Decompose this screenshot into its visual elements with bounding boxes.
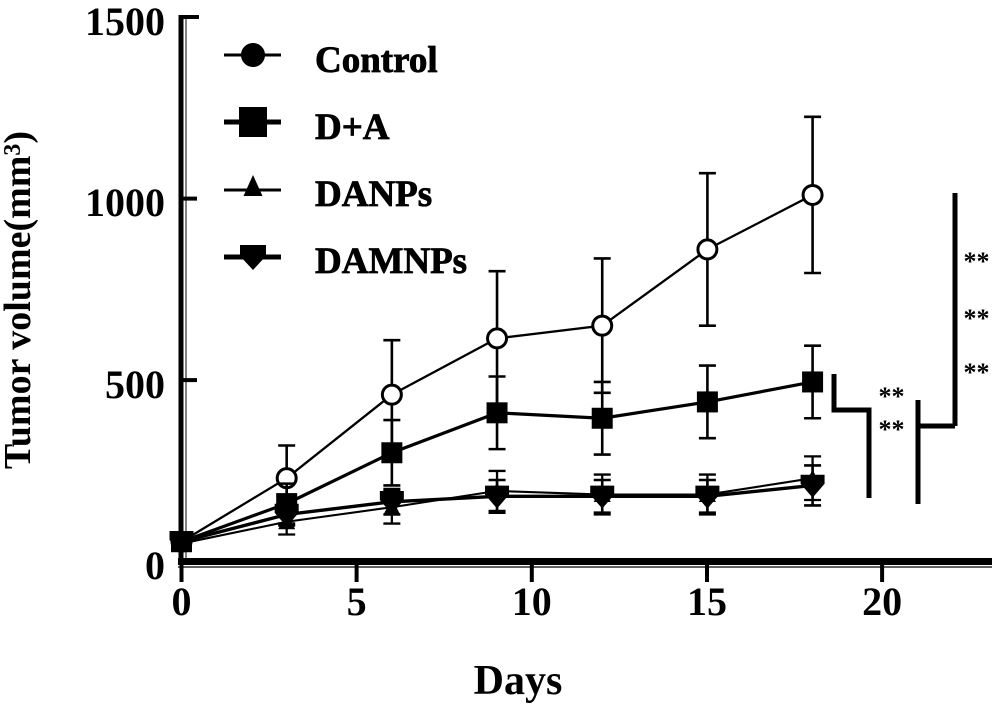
svg-text:*: * — [879, 415, 892, 444]
svg-text:Tumor volume(mm3): Tumor volume(mm3) — [0, 131, 39, 469]
svg-text:*: * — [977, 304, 990, 333]
svg-text:DANPs: DANPs — [315, 174, 432, 215]
svg-text:*: * — [977, 247, 990, 276]
svg-text:0: 0 — [172, 579, 192, 624]
svg-text:DAMNPs: DAMNPs — [315, 241, 467, 282]
svg-text:5: 5 — [347, 579, 367, 624]
svg-text:0: 0 — [145, 543, 165, 588]
svg-text:Control: Control — [315, 40, 438, 81]
svg-text:*: * — [977, 358, 990, 387]
svg-text:D+A: D+A — [315, 107, 390, 148]
svg-text:*: * — [964, 358, 977, 387]
svg-text:Days: Days — [474, 658, 563, 704]
svg-text:*: * — [964, 304, 977, 333]
svg-text:1500: 1500 — [85, 0, 165, 44]
svg-text:*: * — [964, 247, 977, 276]
svg-text:*: * — [892, 382, 905, 411]
svg-text:*: * — [892, 415, 905, 444]
svg-text:10: 10 — [512, 579, 552, 624]
svg-text:15: 15 — [687, 579, 727, 624]
svg-text:500: 500 — [105, 362, 165, 407]
svg-text:20: 20 — [862, 579, 902, 624]
svg-text:1000: 1000 — [85, 180, 165, 225]
svg-text:*: * — [879, 382, 892, 411]
